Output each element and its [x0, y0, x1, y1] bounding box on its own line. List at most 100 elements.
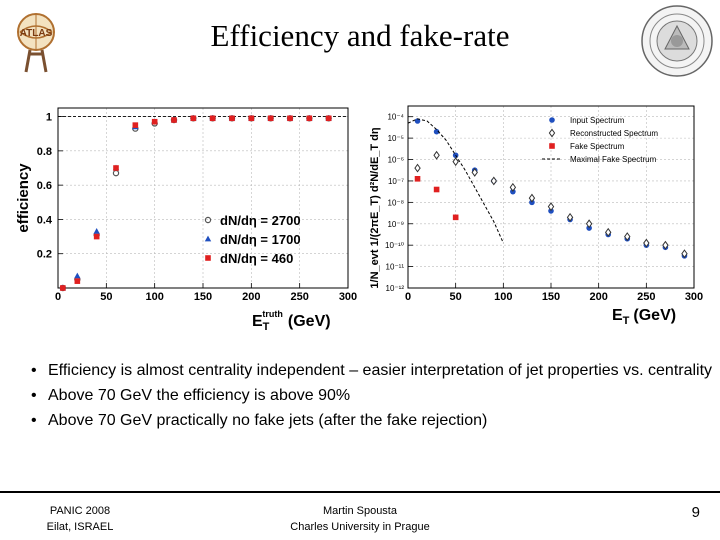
legend-marker: [204, 216, 212, 224]
data-point: [604, 227, 612, 237]
data-point: [113, 165, 119, 171]
legend-marker: [548, 128, 556, 138]
x-tick-label: 100: [145, 291, 163, 303]
x-axis-label: ETtruth (GeV): [252, 309, 331, 332]
data-point: [306, 115, 313, 122]
legend-entry: Reconstructed Spectrum: [570, 129, 658, 138]
data-point: [643, 238, 650, 248]
data-point: [433, 150, 440, 160]
data-point: [662, 240, 669, 250]
data-point: [151, 118, 158, 125]
footer-conference-location: Eilat, ISRAEL: [46, 521, 114, 533]
bullet-item: Above 70 GeV practically no fake jets (a…: [28, 410, 718, 431]
data-point: [528, 193, 536, 203]
x-tick-label: 200: [589, 291, 607, 303]
data-point: [452, 157, 459, 167]
y-tick-label: 0.8: [37, 146, 52, 158]
legend-entry: Fake Spectrum: [570, 142, 625, 151]
y-tick-label: 10⁻⁶: [388, 156, 404, 165]
y-tick-label: 10⁻⁴: [387, 113, 404, 122]
footer-author-name: Martin Spousta: [323, 505, 397, 517]
x-tick-label: 50: [100, 291, 112, 303]
x-tick-label: 300: [685, 291, 703, 303]
y-tick-label: 10⁻¹⁰: [385, 241, 404, 250]
data-point: [471, 167, 478, 177]
y-tick-label: 10⁻⁷: [388, 177, 404, 186]
x-tick-label: 250: [637, 291, 655, 303]
data-point: [509, 182, 517, 192]
data-point: [112, 169, 120, 177]
footer-conference: PANIC 2008 Eilat, ISRAEL: [20, 503, 140, 535]
atlas-logo: ATLAS: [17, 13, 55, 73]
svg-text:ATLAS: ATLAS: [20, 28, 53, 39]
legend-entry: dN/dη = 1700: [220, 232, 301, 247]
data-point: [325, 115, 332, 122]
footer-conference-name: PANIC 2008: [49, 505, 111, 517]
data-point: [171, 117, 177, 123]
y-tick-label: 10⁻⁸: [388, 198, 405, 207]
efficiency-chart: 0 50 100 150 200 250 300 0.2 0.4 0.6 0.8 1 efficienc…: [15, 107, 357, 332]
data-point: [490, 176, 498, 186]
data-point: [433, 128, 440, 135]
slide-title: Efficiency and fake-rate: [210, 18, 510, 53]
data-point: [452, 214, 459, 221]
data-point: [229, 115, 235, 122]
data-point: [74, 272, 81, 279]
x-tick-label: 0: [55, 291, 61, 303]
data-point: [190, 115, 197, 122]
x-tick-label: 100: [494, 291, 512, 303]
spectrum-chart: 0 50 100 150 200 250 300 10⁻⁴ 10⁻⁵ 10⁻⁶ 10⁻⁷ 10⁻⁸ 10…: [369, 105, 703, 327]
legend-marker: [204, 235, 212, 242]
data-point: [585, 219, 593, 229]
data-point: [566, 212, 574, 222]
page-number: 9: [691, 504, 700, 521]
data-point: [414, 176, 421, 182]
y-tick-label: 10⁻¹¹: [386, 263, 405, 272]
data-point: [60, 285, 66, 291]
footer-author-affiliation: Charles University in Prague: [290, 521, 430, 533]
legend-marker: [549, 117, 555, 123]
y-tick-label: 0.4: [37, 214, 53, 226]
x-axis-label: ET (GeV): [612, 307, 676, 327]
y-tick-label: 1: [46, 112, 52, 124]
data-point: [547, 202, 555, 212]
y-tick-label: 0.6: [37, 180, 52, 192]
bullet-list: Efficiency is almost centrality independ…: [28, 360, 718, 435]
data-point: [267, 115, 274, 122]
y-tick-label: 0.2: [37, 249, 52, 261]
data-point: [74, 278, 81, 284]
x-tick-label: 250: [290, 291, 308, 303]
x-tick-label: 200: [242, 291, 260, 303]
university-seal: [641, 5, 713, 77]
y-tick-label: 10⁻⁹: [387, 220, 404, 229]
x-tick-label: 0: [405, 291, 411, 303]
footer-author: Martin Spousta Charles University in Pra…: [270, 503, 450, 535]
x-tick-label: 300: [339, 291, 357, 303]
legend-entry: Maximal Fake Spectrum: [570, 155, 657, 164]
data-point: [414, 163, 421, 173]
bullet-item: Efficiency is almost centrality independ…: [28, 360, 718, 381]
data-point: [132, 122, 139, 128]
data-point: [624, 232, 631, 242]
y-axis-label: 1/N_evt 1/(2πE_T) d²N/dE_T dη: [369, 127, 381, 289]
legend-marker: [549, 143, 555, 149]
data-point: [93, 233, 100, 240]
data-point: [248, 115, 255, 122]
data-point: [287, 115, 293, 122]
x-tick-label: 150: [194, 291, 212, 303]
legend-entry: dN/dη = 460: [220, 251, 293, 266]
x-tick-label: 50: [450, 291, 462, 303]
legend-marker: [205, 255, 211, 261]
data-point: [209, 115, 216, 122]
bullet-item: Above 70 GeV the efficiency is above 90%: [28, 385, 718, 406]
legend-entry: Input Spectrum: [570, 116, 625, 125]
footer-divider: [0, 491, 720, 493]
x-tick-label: 150: [542, 291, 560, 303]
y-tick-label: 10⁻¹²: [386, 284, 405, 293]
data-point: [681, 249, 688, 259]
data-point: [433, 186, 440, 193]
series-line: [407, 118, 504, 244]
data-point: [93, 228, 100, 234]
y-tick-label: 10⁻⁵: [388, 134, 404, 143]
y-axis-label: efficiency: [15, 163, 32, 233]
